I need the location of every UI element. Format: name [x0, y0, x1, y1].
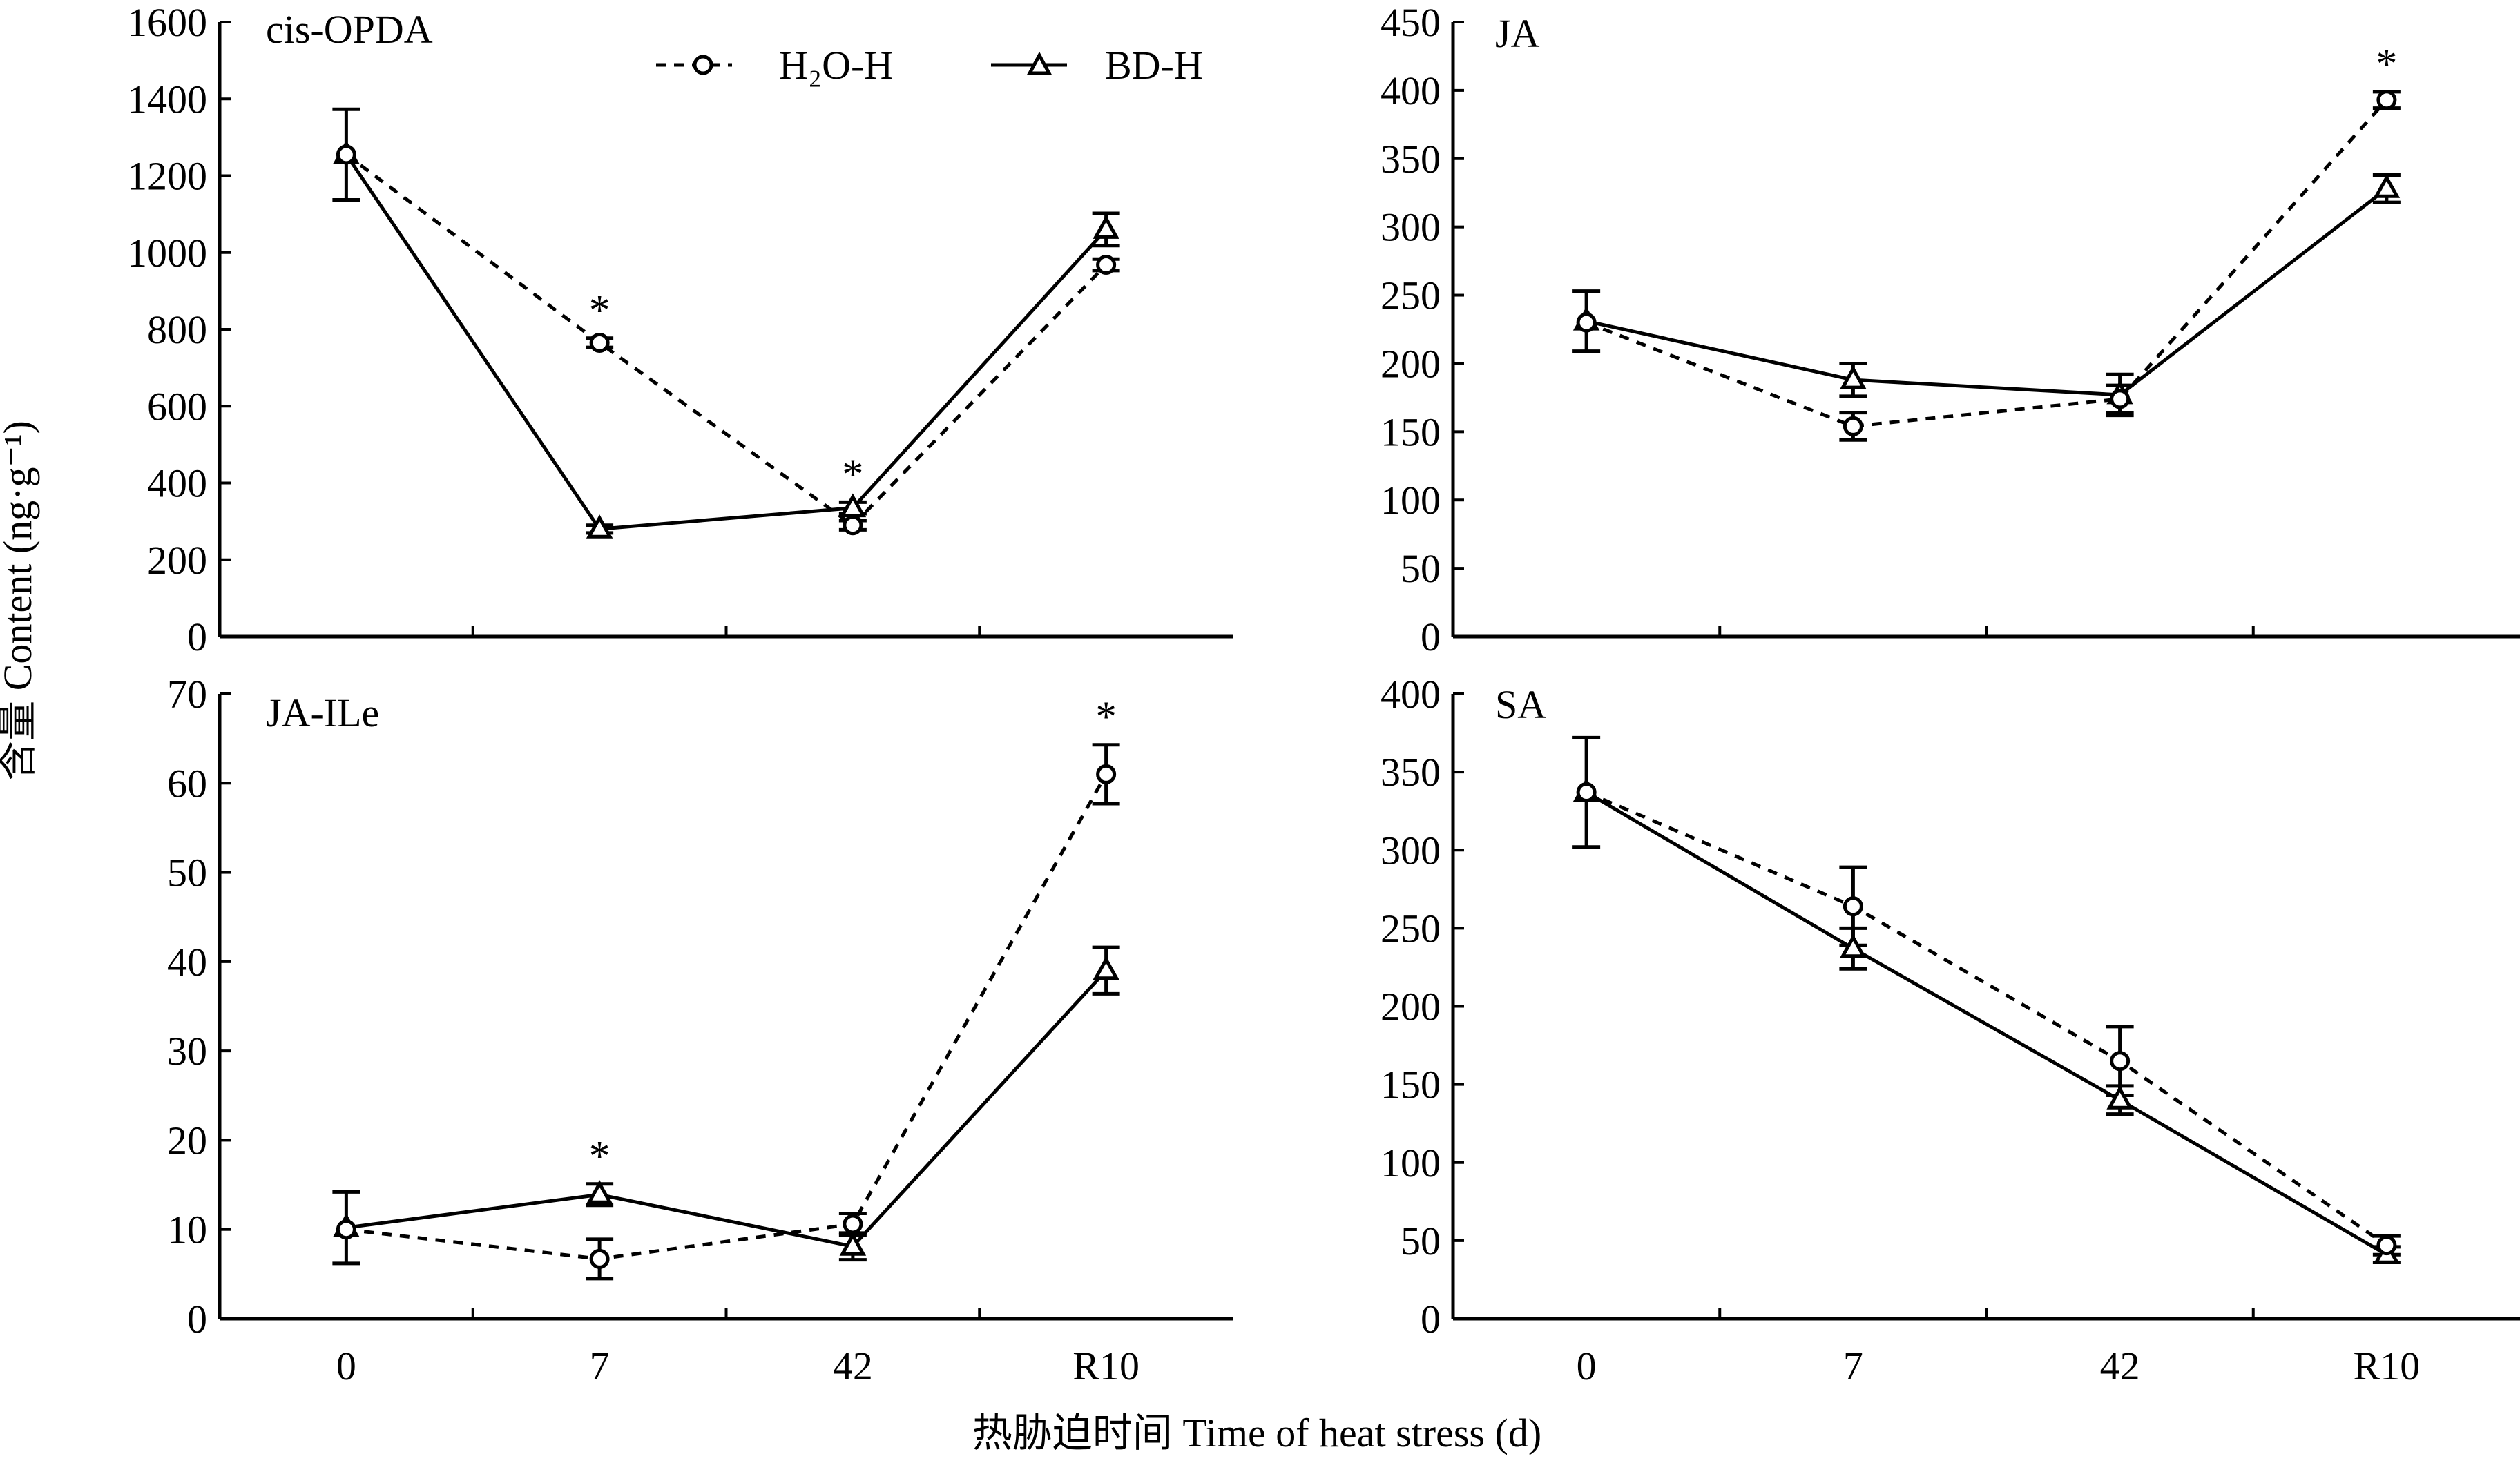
x-tick-label: 7 — [1843, 1344, 1863, 1388]
significance-mark: * — [2376, 41, 2397, 88]
series-line-bd — [346, 969, 1108, 1249]
point-bd — [2373, 174, 2401, 198]
point-h2o — [589, 332, 610, 353]
series-line-bd — [1586, 187, 2388, 397]
y-tick-label: 1400 — [127, 77, 207, 122]
y-tick-label: 0 — [187, 1297, 207, 1341]
point-h2o — [1096, 764, 1117, 784]
y-tick-label: 70 — [167, 672, 207, 717]
y-tick-label: 300 — [1381, 205, 1441, 250]
y-tick-label: 0 — [1421, 614, 1441, 659]
point-h2o — [843, 515, 863, 536]
panel-ja: 0 50 100 150 200 250 300 350 400 450 JA * — [1381, 0, 2520, 659]
point-h2o — [1843, 416, 1863, 436]
panel-title: SA — [1495, 682, 1546, 727]
y-tick-label: 250 — [1381, 273, 1441, 318]
legend-marker-bd — [1026, 51, 1052, 75]
y-tick-label: 300 — [1381, 828, 1441, 873]
x-tick-label: 7 — [590, 1344, 610, 1388]
series-line-bd — [1585, 791, 2388, 1257]
significance-mark: * — [589, 287, 610, 334]
y-tick-label: 400 — [1381, 68, 1441, 113]
y-tick-label: 40 — [167, 940, 207, 985]
point-h2o — [2376, 1235, 2397, 1256]
x-axis-title: 热胁迫时间 Time of heat stress (d) — [972, 1411, 1541, 1455]
point-h2o — [336, 144, 356, 165]
point-h2o — [2110, 389, 2131, 409]
y-tick-label: 0 — [187, 614, 207, 659]
y-tick-label: 150 — [1381, 1063, 1441, 1107]
panel-title: JA — [1495, 11, 1540, 56]
y-tick-label: 100 — [1381, 1141, 1441, 1185]
panel-title: JA-ILe — [266, 690, 379, 735]
x-tick-label: 0 — [336, 1344, 356, 1388]
legend: H₂O-H BD-H — [656, 43, 1203, 88]
y-tick-label: 150 — [1381, 409, 1441, 454]
y-tick-label: 800 — [147, 307, 207, 352]
point-h2o — [843, 1214, 863, 1234]
y-tick-label: 200 — [147, 538, 207, 583]
series-line-h2o — [346, 773, 1108, 1261]
y-tick-label: 200 — [1381, 341, 1441, 386]
point-bd — [1840, 933, 1867, 958]
y-tick-label: 20 — [167, 1118, 207, 1163]
panel-ja-ile: 0 10 20 30 40 50 60 70 0 7 42 R10 JA-ILe * * — [167, 672, 1233, 1388]
series-line-h2o — [345, 153, 1108, 527]
legend-label-h2o: H₂O-H — [779, 43, 893, 88]
series-line-h2o — [1586, 791, 2388, 1247]
y-tick-label: 400 — [147, 461, 207, 506]
y-tick-label: 0 — [1421, 1297, 1441, 1341]
significance-mark: * — [1095, 694, 1117, 741]
significance-mark: * — [842, 451, 863, 498]
point-bd — [1093, 215, 1119, 239]
point-bd — [586, 1180, 613, 1204]
panel-title: cis-OPDA — [266, 7, 433, 52]
y-tick-label: 100 — [1381, 478, 1441, 523]
significance-mark: * — [589, 1133, 610, 1180]
legend-marker-h2o — [693, 55, 713, 75]
x-tick-label: R10 — [2354, 1344, 2421, 1388]
y-tick-label: 200 — [1381, 985, 1441, 1029]
point-h2o — [2376, 90, 2397, 110]
y-tick-label: 600 — [147, 384, 207, 429]
point-bd — [2106, 1085, 2133, 1110]
point-h2o — [336, 1219, 356, 1240]
y-tick-label: 450 — [1381, 0, 1441, 45]
point-bd — [839, 1232, 867, 1256]
x-tick-label: 0 — [1577, 1344, 1597, 1388]
y-tick-label: 400 — [1381, 672, 1441, 717]
series-line-h2o — [1586, 99, 2388, 428]
y-tick-label: 50 — [1401, 1219, 1441, 1263]
point-h2o — [589, 1248, 610, 1269]
point-bd — [1093, 956, 1119, 980]
panel-sa: 0 50 100 150 200 250 300 350 400 0 7 42 R10 SA — [1381, 672, 2520, 1388]
point-h2o — [1576, 312, 1597, 333]
point-h2o — [1843, 896, 1863, 917]
x-tick-label: R10 — [1073, 1344, 1139, 1388]
y-tick-label: 50 — [1401, 546, 1441, 591]
point-bd — [1840, 365, 1867, 389]
y-tick-label: 10 — [167, 1208, 207, 1252]
y-tick-label: 50 — [167, 851, 207, 895]
y-tick-label: 250 — [1381, 906, 1441, 951]
y-tick-label: 1000 — [127, 231, 207, 275]
point-h2o — [1096, 255, 1117, 275]
legend-label-bd: BD-H — [1105, 43, 1203, 88]
y-tick-label: 30 — [167, 1029, 207, 1074]
point-h2o — [2110, 1051, 2131, 1072]
y-tick-label: 60 — [167, 761, 207, 806]
y-tick-label: 1600 — [127, 0, 207, 45]
series-line-bd — [345, 153, 1108, 531]
point-bd — [586, 514, 613, 539]
x-tick-label: 42 — [833, 1344, 873, 1388]
y-tick-label: 350 — [1381, 137, 1441, 182]
panel-cis-opda: 0 200 400 600 800 1000 1200 1400 1600 cis-OPDA * * — [127, 0, 1233, 659]
x-tick-label: 42 — [2100, 1344, 2140, 1388]
y-tick-label: 350 — [1381, 750, 1441, 795]
y-axis-title: 含量 Content (ng·g⁻¹) — [0, 420, 40, 781]
point-h2o — [1576, 782, 1597, 803]
y-tick-label: 1200 — [127, 154, 207, 199]
